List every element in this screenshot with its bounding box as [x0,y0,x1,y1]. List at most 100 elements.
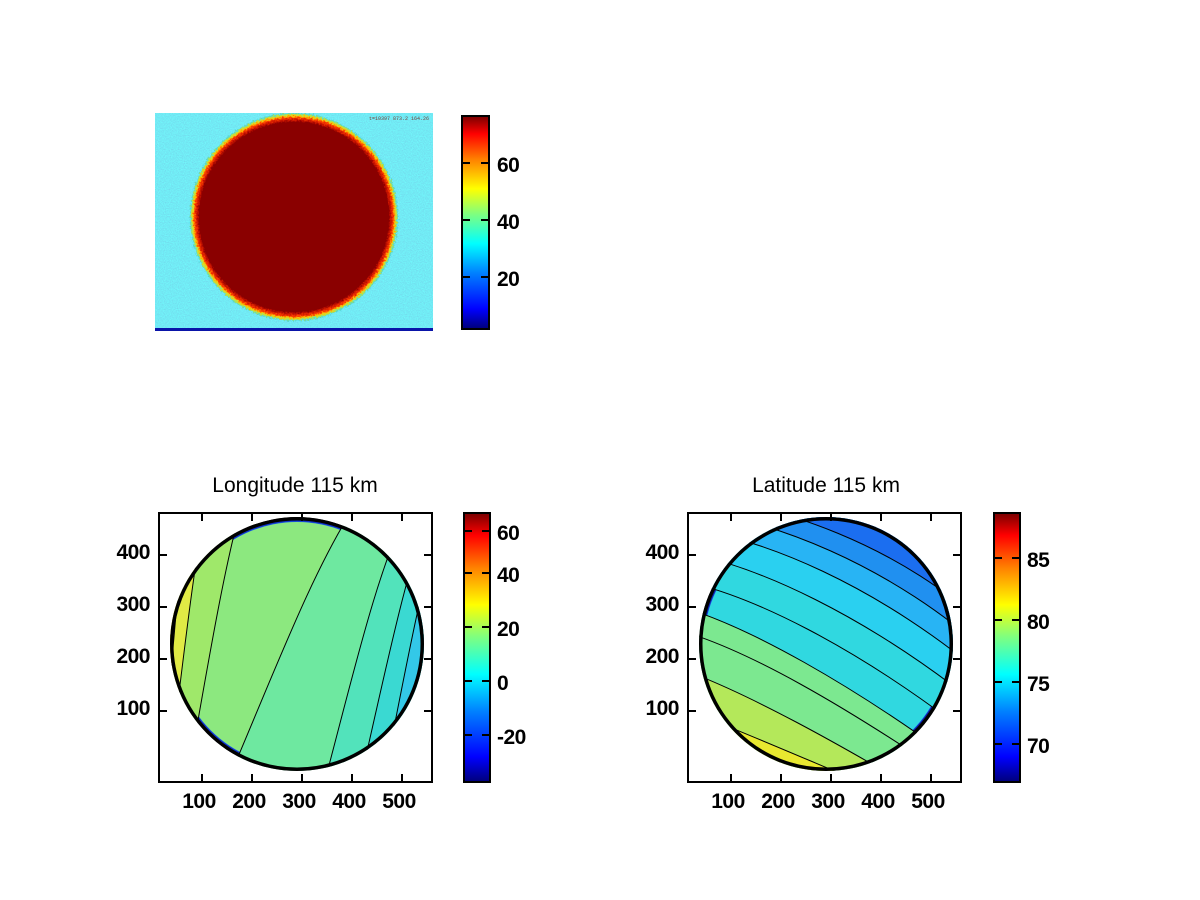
longitude-colorbar [463,512,491,783]
axis-tick [830,774,832,781]
colorbar-tick [465,530,472,532]
colorbar-tick [1012,681,1019,683]
colorbar-tick [1012,557,1019,559]
axis-tick [780,514,782,521]
panel-limb-image: t=10397 873.2 164.26 60 40 20 [0,0,600,420]
limb-image-colorbar [461,115,490,330]
colorbar-tick [463,219,470,221]
limb-image-raster [155,113,433,331]
x-tick-label: 400 [332,790,366,813]
latitude-axes [687,512,962,783]
limb-image-axes: t=10397 873.2 164.26 [155,113,433,331]
colorbar-tick [481,219,488,221]
y-tick-label: 200 [116,645,150,668]
colorbar-tick [465,680,472,682]
panel-longitude-115km: Longitude 115 km [0,440,600,860]
axis-tick [424,658,431,660]
x-tick-label: 100 [711,790,745,813]
axis-tick [160,606,167,608]
colorbar-tick [995,681,1002,683]
x-tick-label: 300 [811,790,845,813]
y-tick-label: 200 [645,645,679,668]
colorbar-tick-label: 40 [497,211,520,234]
limb-image-corner-stamp: t=10397 873.2 164.26 [368,116,429,122]
axis-tick [953,710,960,712]
colorbar-tick-label: 0 [497,672,509,695]
colorbar-tick [995,743,1002,745]
axis-tick [953,658,960,660]
axis-tick [160,658,167,660]
colorbar-tick [481,276,488,278]
y-tick-label: 400 [116,541,150,564]
colorbar-tick-label: 60 [497,154,520,177]
colorbar-tick [1012,619,1019,621]
y-tick-label: 300 [645,593,679,616]
x-tick-label: 200 [232,790,266,813]
longitude-panel-title: Longitude 115 km [212,474,378,497]
latitude-contour-plot [689,514,960,781]
axis-tick [689,554,696,556]
latitude-panel-title: Latitude 115 km [752,474,900,497]
axis-tick [424,710,431,712]
axis-tick [424,554,431,556]
axis-tick [251,774,253,781]
colorbar-gradient [465,514,489,781]
axis-tick [160,554,167,556]
y-tick-label: 400 [645,541,679,564]
x-tick-label: 200 [761,790,795,813]
colorbar-tick [482,530,489,532]
colorbar-gradient [995,514,1019,781]
axis-tick [730,514,732,521]
axis-tick [401,774,403,781]
longitude-axes [158,512,433,783]
colorbar-tick [463,162,470,164]
colorbar-tick-label: 20 [497,618,520,641]
colorbar-gradient [463,117,488,328]
axis-tick [689,606,696,608]
axis-tick [689,658,696,660]
axis-tick [351,514,353,521]
y-tick-label: 100 [645,697,679,720]
axis-tick [251,514,253,521]
colorbar-tick-label: 40 [497,564,520,587]
colorbar-tick [482,734,489,736]
colorbar-tick [465,734,472,736]
axis-tick [201,514,203,521]
x-tick-label: 300 [282,790,316,813]
y-tick-label: 100 [116,697,150,720]
axis-tick [953,606,960,608]
colorbar-tick [463,276,470,278]
colorbar-tick-label: -20 [497,726,526,749]
panel-latitude-115km: Latitude 115 km [530,440,1130,860]
colorbar-tick-label: 80 [1027,611,1050,634]
colorbar-tick-label: 75 [1027,673,1050,696]
colorbar-tick [465,572,472,574]
colorbar-tick-label: 60 [497,522,520,545]
colorbar-tick [482,680,489,682]
colorbar-tick [995,557,1002,559]
axis-tick [401,514,403,521]
latitude-colorbar [993,512,1021,783]
longitude-contour-plot [160,514,431,781]
colorbar-tick [482,572,489,574]
axis-tick [880,514,882,521]
colorbar-tick-label: 70 [1027,735,1050,758]
colorbar-tick-label: 85 [1027,549,1050,572]
x-tick-label: 500 [382,790,416,813]
axis-tick [201,774,203,781]
x-tick-label: 400 [861,790,895,813]
y-tick-label: 300 [116,593,150,616]
axis-tick [780,774,782,781]
colorbar-tick [465,626,472,628]
axis-tick [424,606,431,608]
axis-tick [351,774,353,781]
colorbar-tick-label: 20 [497,268,520,291]
axis-tick [689,710,696,712]
axis-tick [301,774,303,781]
colorbar-tick [1012,743,1019,745]
x-tick-label: 500 [911,790,945,813]
axis-tick [930,514,932,521]
axis-tick [880,774,882,781]
x-tick-label: 100 [182,790,216,813]
